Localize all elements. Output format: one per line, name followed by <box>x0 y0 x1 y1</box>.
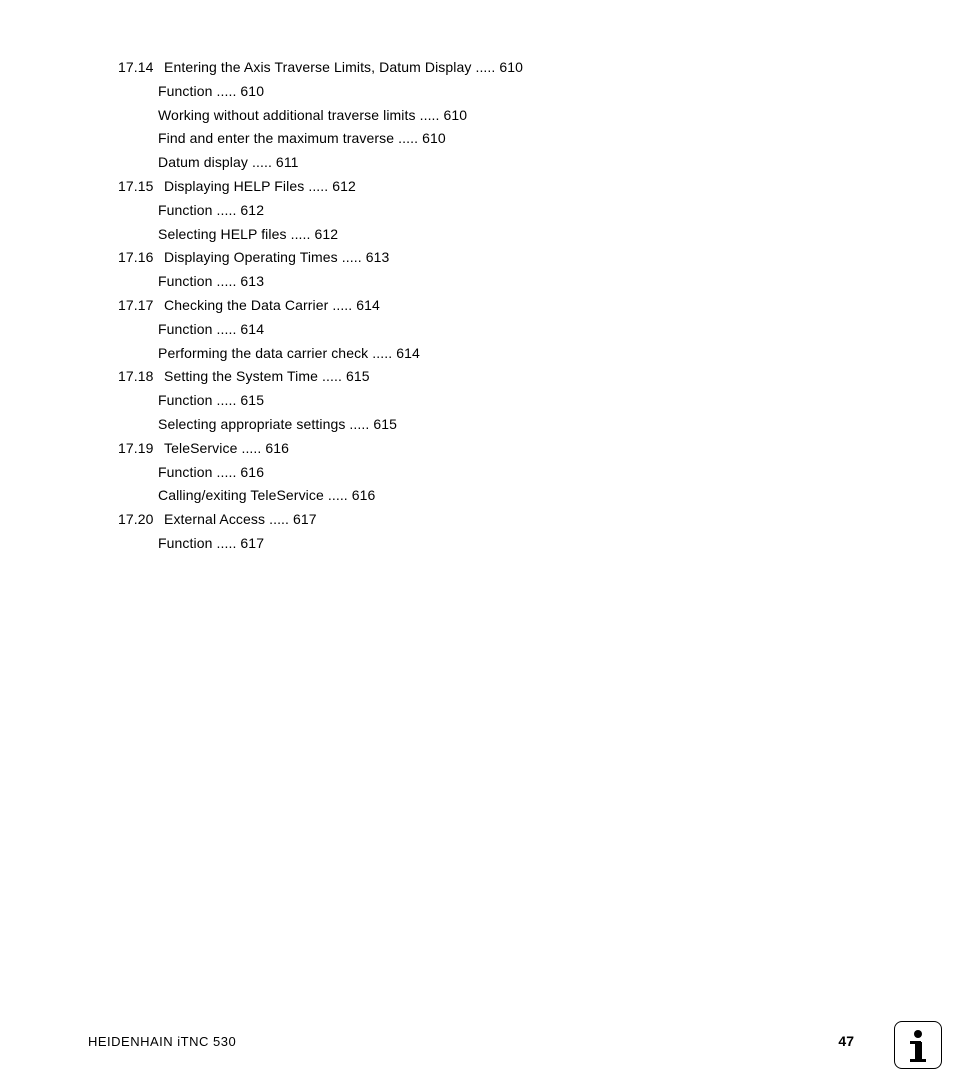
toc-subsection-line: Datum display ..... 611 <box>158 151 818 175</box>
toc-section-line: 17.14Entering the Axis Traverse Limits, … <box>118 56 818 80</box>
toc-subsection-line: Performing the data carrier check ..... … <box>158 342 818 366</box>
toc-subsection-line: Find and enter the maximum traverse ....… <box>158 127 818 151</box>
toc-section-number: 17.18 <box>118 365 158 389</box>
info-icon-serif-base <box>910 1059 926 1062</box>
info-icon <box>894 1021 942 1069</box>
toc-section-number: 17.15 <box>118 175 158 199</box>
toc-section-number: 17.14 <box>118 56 158 80</box>
toc-section-line: 17.19TeleService ..... 616 <box>118 437 818 461</box>
toc-section-title: Setting the System Time ..... 615 <box>164 365 370 389</box>
toc-section-title: Entering the Axis Traverse Limits, Datum… <box>164 56 523 80</box>
footer-product-name: HEIDENHAIN iTNC 530 <box>88 1034 236 1049</box>
toc-section-line: 17.15Displaying HELP Files ..... 612 <box>118 175 818 199</box>
toc-section-title: TeleService ..... 616 <box>164 437 289 461</box>
toc-section-title: Displaying Operating Times ..... 613 <box>164 246 389 270</box>
toc-subsection-line: Function ..... 610 <box>158 80 818 104</box>
footer-page-number: 47 <box>838 1033 854 1049</box>
toc-section-title: External Access ..... 617 <box>164 508 317 532</box>
toc-subsection-line: Selecting appropriate settings ..... 615 <box>158 413 818 437</box>
toc-subsection-line: Function ..... 617 <box>158 532 818 556</box>
toc-section-number: 17.17 <box>118 294 158 318</box>
table-of-contents: 17.14Entering the Axis Traverse Limits, … <box>118 56 818 556</box>
toc-subsection-line: Function ..... 613 <box>158 270 818 294</box>
toc-section-number: 17.16 <box>118 246 158 270</box>
toc-section-line: 17.20External Access ..... 617 <box>118 508 818 532</box>
toc-subsection-line: Function ..... 616 <box>158 461 818 485</box>
info-icon-stem <box>915 1042 922 1060</box>
toc-section-line: 17.17Checking the Data Carrier ..... 614 <box>118 294 818 318</box>
page-footer: HEIDENHAIN iTNC 530 47 <box>88 1033 914 1049</box>
toc-subsection-line: Calling/exiting TeleService ..... 616 <box>158 484 818 508</box>
info-icon-dot <box>914 1030 922 1038</box>
toc-section-number: 17.20 <box>118 508 158 532</box>
toc-subsection-line: Function ..... 614 <box>158 318 818 342</box>
page: 17.14Entering the Axis Traverse Limits, … <box>0 0 954 1091</box>
toc-section-line: 17.18Setting the System Time ..... 615 <box>118 365 818 389</box>
toc-section-title: Checking the Data Carrier ..... 614 <box>164 294 380 318</box>
toc-section-line: 17.16Displaying Operating Times ..... 61… <box>118 246 818 270</box>
toc-subsection-line: Function ..... 612 <box>158 199 818 223</box>
toc-section-title: Displaying HELP Files ..... 612 <box>164 175 356 199</box>
toc-subsection-line: Working without additional traverse limi… <box>158 104 818 128</box>
toc-section-number: 17.19 <box>118 437 158 461</box>
toc-subsection-line: Selecting HELP files ..... 612 <box>158 223 818 247</box>
toc-subsection-line: Function ..... 615 <box>158 389 818 413</box>
